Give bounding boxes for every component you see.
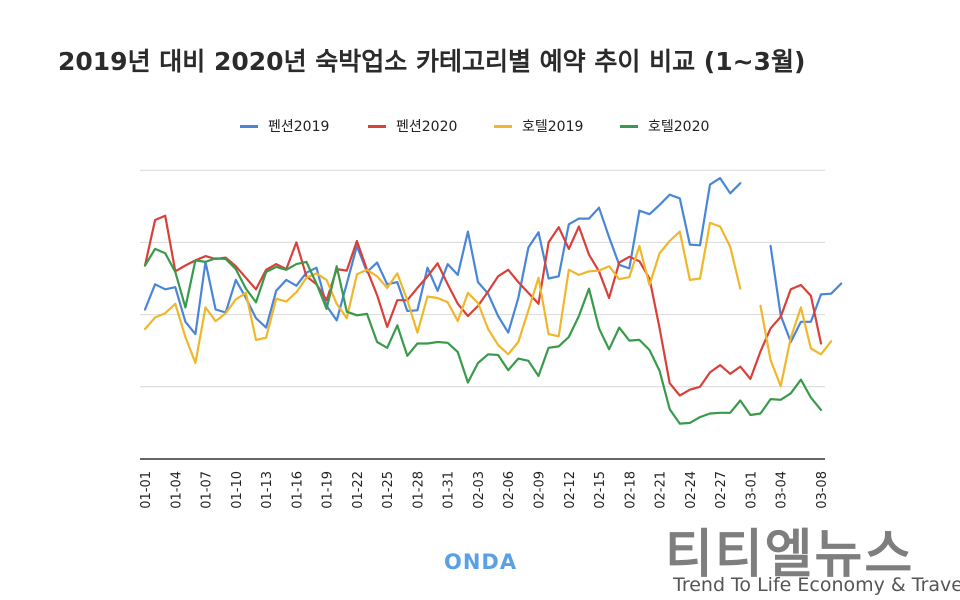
x-tick-label: 01-10 (230, 471, 245, 509)
legend-label-pension-2020: 펜션2020 (396, 119, 458, 135)
x-tick-label: 02-24 (684, 471, 699, 509)
legend-swatch-pension-2019 (240, 124, 258, 128)
series-line-0 (769, 244, 843, 344)
legend-label-hotel-2020: 호텔2020 (648, 119, 710, 135)
x-tick-label: 02-12 (563, 471, 578, 509)
series-line-1 (143, 214, 823, 397)
legend-label-hotel-2019: 호텔2019 (522, 119, 584, 135)
legend-swatch-hotel-2019 (494, 124, 512, 128)
x-tick-label: 01-16 (290, 471, 305, 509)
series-line-0 (143, 177, 742, 336)
x-tick-label: 02-06 (502, 471, 517, 509)
x-tick-label: 01-25 (381, 471, 396, 509)
x-tick-label: 01-28 (411, 471, 426, 509)
x-tick-label: 01-04 (169, 471, 184, 509)
chart-title: 2019년 대비 2020년 숙박업소 카테고리별 예약 추이 비교 (1~3월… (58, 47, 806, 76)
x-tick-label: 02-09 (533, 471, 548, 509)
onda-logo: ONDA (444, 550, 518, 574)
legend-swatch-pension-2020 (368, 124, 386, 128)
legend-item-hotel-2020: 호텔2020 (620, 116, 709, 136)
x-tick-label: 03-01 (744, 471, 759, 509)
legend-item-pension-2019: 펜션2019 (240, 116, 329, 136)
x-tick-label: 03-04 (775, 471, 790, 509)
series-line-2 (759, 304, 833, 388)
legend-item-pension-2020: 펜션2020 (368, 116, 457, 136)
x-tick-label: 02-03 (472, 471, 487, 509)
x-tick-label: 01-22 (351, 471, 366, 509)
x-tick-label: 01-07 (200, 471, 215, 509)
x-tick-label: 01-01 (139, 471, 154, 509)
watermark-korean: 티티엘뉴스 (665, 525, 915, 585)
x-tick-label: 03-08 (815, 471, 830, 509)
watermark-english: Trend To Life Economy & Travel (673, 574, 960, 596)
legend-swatch-hotel-2020 (620, 124, 638, 128)
x-tick-label: 02-18 (623, 471, 638, 509)
x-tick-label: 02-21 (654, 471, 669, 509)
series-line-2 (143, 221, 742, 365)
legend: 펜션2019 펜션2020 호텔2019 호텔2020 (0, 116, 960, 136)
x-tick-label: 01-19 (321, 471, 336, 509)
legend-label-pension-2019: 펜션2019 (268, 119, 330, 135)
x-tick-label: 01-31 (442, 471, 457, 509)
x-tick-label: 02-15 (593, 471, 608, 509)
legend-item-hotel-2019: 호텔2019 (494, 116, 583, 136)
x-tick-label: 02-27 (714, 471, 729, 509)
series-line-3 (143, 247, 823, 425)
x-tick-label: 01-13 (260, 471, 275, 509)
